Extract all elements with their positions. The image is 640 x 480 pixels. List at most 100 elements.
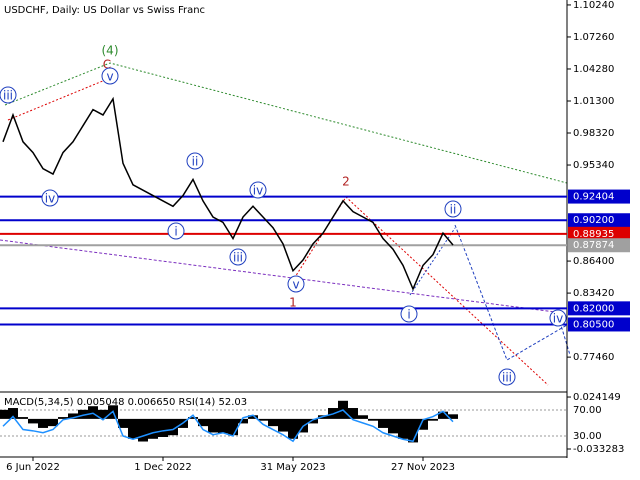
level-label: 0.87874 [573,240,614,251]
trend-line [4,62,568,184]
macd-bar [248,415,258,419]
x-tick-label: 1 Dec 2022 [134,462,192,473]
y-tick-label: 1.07260 [573,32,614,43]
y-tick-label: 0.86400 [573,256,614,267]
wave-circle [498,368,516,386]
macd-bar [198,418,208,427]
macd-bar [148,418,158,439]
macd-bar [418,418,428,430]
macd-bar [258,418,268,421]
macd-bar [18,417,28,419]
macd-bar [168,418,178,436]
wave-circle [41,189,59,207]
macd-bar [348,408,358,419]
macd-bar [138,418,148,442]
macd-bar [118,418,128,428]
macd-bar [78,409,88,419]
macd-bar [358,415,368,419]
y-tick-label: 0.024149 [573,392,621,403]
x-tick-label: 6 Jun 2022 [6,462,60,473]
y-tick-label: -0.033283 [573,444,624,455]
wave-label: C [103,58,111,72]
wave-circle [287,275,305,293]
wave-label: ii [450,203,457,217]
price-line [2,96,454,291]
level-box [568,213,630,228]
level-box [568,189,630,204]
wave-circle [444,200,462,218]
y-tick-label: 0.83420 [573,288,614,299]
macd-bar [218,418,228,434]
level-label: 0.82000 [573,303,614,314]
trend-line [0,239,556,313]
wave-label: i [407,308,410,322]
macd-bar [128,418,138,439]
macd-bar [398,418,408,439]
y2-tick-label: 70.00 [573,405,602,416]
macd-bar [368,418,378,421]
macd-bar [438,411,448,419]
macd-bar [38,418,48,428]
chart-title: USDCHF, Daily: US Dollar vs Swiss Franc [4,5,205,16]
wave-label: 2 [342,175,350,189]
y-tick-label: 0.98320 [573,128,614,139]
indicator-title: MACD(5,34,5) 0.005048 0.006650 RSI(14) 5… [4,397,247,408]
wave-circle [229,248,247,266]
macd-bar [48,418,58,427]
wave-circle [249,181,267,199]
wave-circle [400,305,418,323]
wave-label: v [292,278,299,292]
wave-circle [549,309,567,327]
macd-bar [68,413,78,419]
macd-bar [58,417,68,419]
level-box [568,301,630,316]
wave-circle [0,86,17,104]
projection-line [454,224,568,361]
macd-bar [0,409,8,419]
projection-line [409,227,456,296]
wave-label: (4) [102,44,119,58]
macd-bar [288,418,298,439]
level-box [568,238,630,253]
wave-label: i [174,225,177,239]
wave-label: iv [253,184,263,198]
macd-bar [268,418,278,427]
macd-bar [428,418,438,421]
wave-label: iii [3,89,13,103]
wave-circle [101,67,119,85]
macd-bar [188,417,198,419]
level-label: 0.90200 [573,215,614,226]
y2-tick-label: 30.00 [573,431,602,442]
macd-bar [308,418,318,424]
wave-label: ii [192,155,199,169]
level-label: 0.80500 [573,319,614,330]
level-label: 0.92404 [573,192,614,203]
macd-bar [278,418,288,432]
y-tick-label: 1.10240 [573,0,614,11]
macd-bar [98,409,108,419]
macd-bar [228,418,238,436]
macd-bar [388,418,398,434]
wave-circle [167,222,185,240]
level-box [568,226,630,241]
x-tick-label: 27 Nov 2023 [391,462,455,473]
macd-bar [408,418,418,443]
level-box [568,317,630,332]
projection-line [559,321,571,356]
x-tick-label: 31 May 2023 [260,462,325,473]
y-tick-label: 1.01300 [573,96,614,107]
macd-bar [378,418,388,428]
level-label: 0.88935 [573,229,614,240]
wave-label: iii [502,371,512,385]
wave-label: 1 [289,296,297,310]
macd-bar [238,418,248,424]
y-tick-label: 0.77460 [573,352,614,363]
wave-label: iv [45,192,55,206]
wave-label: iii [233,251,243,265]
rsi-line [2,409,454,443]
wave-label: iv [553,312,563,326]
wave-label: v [106,70,113,84]
macd-bar [208,418,218,433]
y-tick-label: 0.95340 [573,160,614,171]
